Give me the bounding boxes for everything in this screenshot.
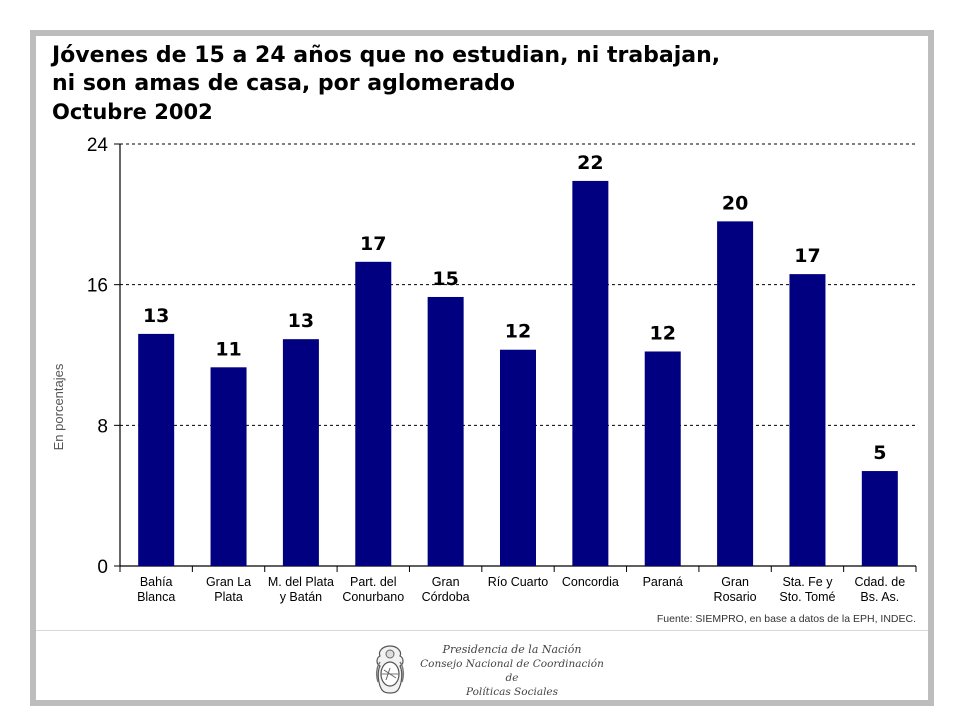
data-label: 17 [360,233,386,255]
data-label: 13 [143,305,169,327]
category-label: Rosario [714,590,757,604]
slide: Jóvenes de 15 a 24 años que no estudian,… [36,36,928,700]
bar [500,349,536,566]
logo-line-politicas: Políticas Sociales [465,686,559,698]
chart-title-line-1: Jóvenes de 15 a 24 años que no estudian,… [52,43,721,68]
category-label: Conurbano [342,590,404,604]
category-label: Sta. Fe y [782,575,833,589]
category-label: Bs. As. [860,590,899,604]
logo-block: Presidencia de la Nación Consejo Naciona… [372,642,612,698]
logo-line-presidencia: Presidencia de la Nación [442,643,582,656]
bar [861,471,898,566]
bar [210,367,247,566]
chart-subtitle: Octubre 2002 [52,100,213,124]
y-tick-label: 0 [97,557,108,578]
logo-line-consejo: Consejo Nacional de Coordinación de [420,658,604,684]
source-note: Fuente: SIEMPRO, en base a datos de la E… [656,613,916,625]
category-label: Gran [432,575,460,589]
category-label: Cdad. de [854,575,905,589]
data-label: 12 [650,322,676,344]
footer-divider [36,630,928,631]
bar [717,221,754,566]
data-label: 13 [288,310,314,332]
y-axis-label: En porcentajes [51,363,66,450]
category-label: Bahía [140,575,173,589]
y-tick-label: 16 [87,276,108,297]
category-label: Gran La [206,575,251,589]
data-label: 20 [722,192,748,214]
data-label: 5 [873,442,886,464]
category-label: M. del Plata [268,575,334,589]
category-label: Río Cuarto [488,575,548,589]
bar [572,180,609,567]
data-label: 11 [215,338,241,360]
chart-title-line-2: ni son amas de casa, por aglomerado [52,71,515,96]
data-label: 22 [577,152,603,174]
category-label: Blanca [137,590,175,604]
bar [427,296,464,566]
bar [644,351,681,566]
category-label: Córdoba [422,590,470,604]
category-label: y Batán [280,590,322,604]
bar [282,339,319,566]
category-label: Gran [721,575,749,589]
category-label: Plata [214,590,243,604]
title-block: Jóvenes de 15 a 24 años que no estudian,… [52,42,912,126]
bar [138,333,175,566]
category-label: Concordia [562,575,619,589]
category-label: Paraná [643,575,683,589]
y-tick-label: 24 [87,135,109,156]
y-tick-label: 8 [97,416,108,437]
coat-of-arms-icon [375,645,405,694]
data-label: 17 [794,245,820,267]
bar [789,274,826,566]
logo-text: Presidencia de la Nación Consejo Naciona… [412,642,612,699]
data-label: 12 [505,321,531,343]
category-label: Sto. Tomé [779,590,835,604]
data-label: 15 [432,268,458,290]
bar [355,261,392,566]
category-label: Part. del [350,575,397,589]
